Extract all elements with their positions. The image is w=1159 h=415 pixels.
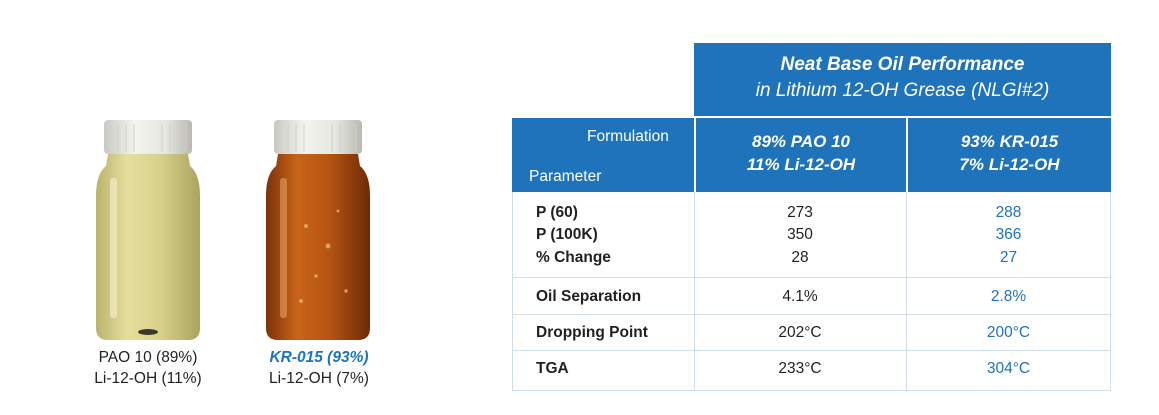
column-header-kr015: 93% KR-015 7% Li-12-OH bbox=[908, 130, 1111, 176]
column-header-pao10: 89% PAO 10 11% Li-12-OH bbox=[696, 130, 906, 176]
row-divider bbox=[512, 314, 1111, 315]
jar-pao10-caption-line2: Li-12-OH (11%) bbox=[94, 370, 202, 387]
row-label-p60: P (60) bbox=[536, 204, 578, 221]
row-label-oil-separation: Oil Separation bbox=[536, 288, 642, 305]
jar-kr015-caption-line1: KR-015 (93%) bbox=[269, 349, 369, 366]
jar-pao10-image bbox=[96, 116, 200, 346]
header-divider bbox=[906, 118, 908, 192]
cell-p100k-pao10: 350 bbox=[787, 226, 813, 243]
jar-kr015-image bbox=[266, 116, 370, 346]
table-body bbox=[512, 192, 1111, 391]
column-divider bbox=[906, 192, 907, 391]
row-divider bbox=[512, 350, 1111, 351]
row-label-percent-change: % Change bbox=[536, 249, 611, 266]
cell-percent-change-kr015: 27 bbox=[999, 249, 1018, 266]
jar-pao10-caption: PAO 10 (89%) Li-12-OH (11%) bbox=[70, 347, 226, 389]
cell-oil-separation-kr015: 2.8% bbox=[990, 288, 1027, 305]
table-title-header: Neat Base Oil Performance in Lithium 12-… bbox=[694, 43, 1111, 116]
column-header-pao10-line1: 89% PAO 10 bbox=[752, 132, 850, 151]
cell-dropping-point-pao10: 202°C bbox=[778, 324, 822, 341]
column-divider bbox=[694, 192, 695, 391]
table-column-header-row: Formulation Parameter 89% PAO 10 11% Li-… bbox=[512, 118, 1111, 192]
cell-percent-change-pao10: 28 bbox=[791, 249, 809, 266]
header-divider bbox=[694, 118, 696, 192]
formulation-label: Formulation bbox=[587, 128, 669, 145]
jar-kr015-caption: KR-015 (93%) Li-12-OH (7%) bbox=[244, 347, 394, 389]
jar-kr015-caption-line2: Li-12-OH (7%) bbox=[269, 370, 369, 387]
cell-p60-kr015: 288 bbox=[995, 204, 1022, 221]
row-label-dropping-point: Dropping Point bbox=[536, 324, 648, 341]
cell-tga-kr015: 304°C bbox=[986, 360, 1031, 377]
column-header-kr015-line2: 7% Li-12-OH bbox=[959, 155, 1060, 174]
column-header-kr015-line1: 93% KR-015 bbox=[960, 132, 1059, 151]
cell-tga-pao10: 233°C bbox=[778, 360, 822, 377]
cell-oil-separation-pao10: 4.1% bbox=[782, 288, 818, 305]
column-header-pao10-line2: 11% Li-12-OH bbox=[746, 155, 856, 174]
jar-pao10-caption-line1: PAO 10 (89%) bbox=[98, 349, 198, 366]
row-label-tga: TGA bbox=[536, 360, 569, 377]
row-label-p100k: P (100K) bbox=[536, 226, 598, 243]
cell-p100k-kr015: 366 bbox=[995, 226, 1022, 243]
cell-dropping-point-kr015: 200°C bbox=[986, 324, 1031, 341]
parameter-label: Parameter bbox=[529, 168, 602, 185]
row-divider bbox=[512, 277, 1111, 278]
table-title: Neat Base Oil Performance bbox=[780, 54, 1025, 75]
table-subtitle: in Lithium 12-OH Grease (NLGI#2) bbox=[755, 80, 1050, 101]
cell-p60-pao10: 273 bbox=[787, 204, 813, 221]
